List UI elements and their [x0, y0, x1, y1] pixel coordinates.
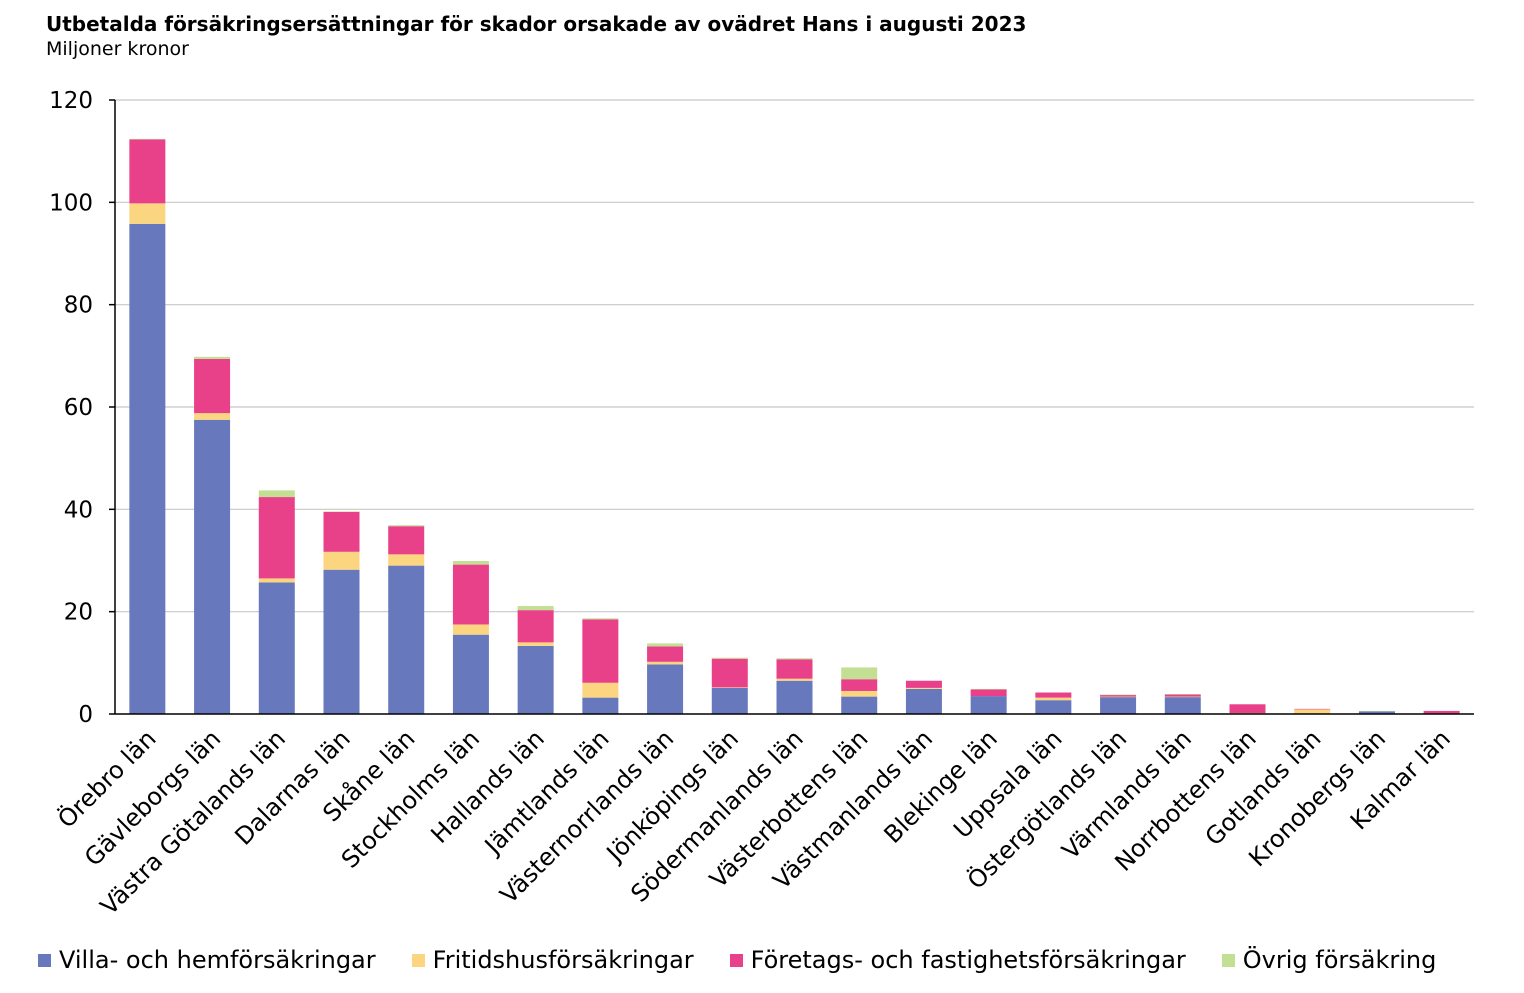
bar-segment	[452, 634, 489, 714]
bar-segment	[841, 667, 878, 680]
bar-segment	[711, 687, 748, 714]
legend-item-villa: Villa- och hemförsäkringar	[38, 946, 376, 974]
bar-segment	[1035, 700, 1072, 714]
chart-subtitle: Miljoner kronor	[46, 38, 189, 60]
bar-segment	[711, 687, 748, 688]
bar-segment	[1294, 709, 1331, 714]
y-tick-label: 20	[64, 600, 93, 626]
bar-segment	[1294, 708, 1331, 710]
legend-swatch	[411, 953, 425, 967]
bar-segment	[258, 582, 295, 714]
bar-segment	[1164, 694, 1201, 697]
bar-segment	[388, 525, 425, 527]
bar-segment	[258, 497, 295, 579]
bar-segment	[323, 511, 360, 552]
legend-item-foretag: Företags- och fastighetsförsäkringar	[729, 946, 1186, 974]
bar-segment	[1164, 696, 1201, 698]
bar-segment	[452, 561, 489, 565]
bar-segment	[323, 511, 360, 512]
bar-segment	[970, 688, 1007, 690]
bar-segment	[517, 610, 554, 643]
bar-segment	[905, 688, 942, 714]
bar-segment	[905, 680, 942, 688]
y-tick-label: 0	[78, 702, 93, 728]
bar-segment	[323, 569, 360, 714]
bar-segment	[1100, 697, 1137, 714]
bar-segment	[129, 203, 166, 224]
bar-segment	[1358, 711, 1395, 714]
bar-segment	[517, 645, 554, 714]
legend-label: Företags- och fastighetsförsäkringar	[750, 946, 1186, 974]
bar-segment	[970, 689, 1007, 697]
bar-segment	[194, 419, 231, 714]
legend-swatch	[38, 953, 51, 967]
bar-segment	[582, 618, 619, 620]
legend-label: Fritidshusförsäkringar	[432, 946, 694, 974]
bar-segment	[776, 680, 813, 714]
bar-segment	[194, 358, 231, 414]
bar-segment	[452, 624, 489, 635]
bar-segment	[129, 223, 166, 714]
bar-segment	[388, 526, 425, 555]
y-tick-label: 120	[49, 88, 93, 114]
bar-segment	[1423, 710, 1460, 714]
bar-segment	[841, 690, 878, 697]
bar-segment	[1229, 704, 1266, 713]
bar-segment	[647, 664, 684, 714]
bar-segment	[776, 659, 813, 679]
bar-segment	[711, 657, 748, 659]
bar-segment	[647, 646, 684, 662]
y-tick-label: 60	[64, 395, 93, 421]
legend-item-ovrig: Övrig försäkring	[1221, 946, 1437, 974]
bar-segment	[1035, 692, 1072, 698]
bar-segment	[1100, 695, 1137, 697]
bar-segment	[1164, 694, 1201, 695]
bar-segment	[517, 642, 554, 646]
legend-swatch	[1221, 953, 1235, 967]
legend-item-fritidshus: Fritidshusförsäkringar	[411, 946, 694, 974]
bar-segment	[258, 578, 295, 583]
bar-segment	[841, 679, 878, 691]
bar-segment	[970, 696, 1007, 714]
legend-label: Villa- och hemförsäkringar	[59, 946, 376, 974]
bar-segment	[517, 606, 554, 611]
bar-segment	[647, 661, 684, 665]
bar-segment	[388, 565, 425, 714]
bar-segment	[1100, 694, 1137, 696]
bar-segment	[258, 490, 295, 498]
bar-segment	[1358, 710, 1395, 712]
chart-title: Utbetalda försäkringsersättningar för sk…	[46, 12, 1027, 36]
bar-segment	[1164, 697, 1201, 714]
bar-segment	[194, 356, 231, 359]
bar-segment	[1035, 697, 1072, 701]
bar-segment	[323, 551, 360, 570]
bar-segment	[1100, 696, 1137, 698]
chart-legend: Villa- och hemförsäkringar Fritidshusför…	[38, 946, 1436, 974]
y-tick-label: 100	[49, 190, 93, 216]
bar-segment	[129, 138, 166, 140]
bar-segment	[776, 658, 813, 660]
y-tick-label: 80	[64, 293, 93, 319]
bar-segment	[194, 413, 231, 420]
bar-segment	[582, 619, 619, 683]
legend-label: Övrig försäkring	[1242, 946, 1437, 974]
bar-segment	[582, 697, 619, 714]
y-tick-label: 40	[64, 497, 93, 523]
bar-segment	[647, 643, 684, 647]
bar-segment	[452, 564, 489, 625]
legend-swatch	[729, 953, 743, 967]
bar-segment	[388, 554, 425, 566]
bar-segment	[841, 696, 878, 714]
bar-segment	[711, 658, 748, 688]
bar-segment	[776, 678, 813, 681]
bar-segment	[582, 682, 619, 698]
bar-segment	[905, 687, 942, 689]
bar-segment	[129, 139, 166, 204]
